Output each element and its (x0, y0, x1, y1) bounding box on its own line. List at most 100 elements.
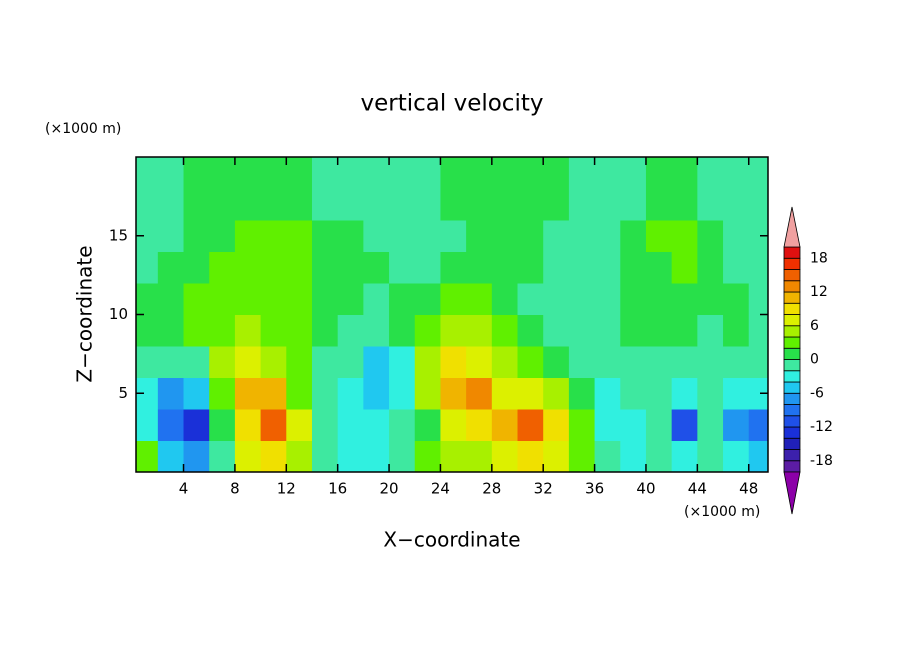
contour-cell (543, 251, 570, 284)
colorbar-box (783, 404, 801, 417)
contour-cell (363, 346, 390, 378)
y-tick-label: 5 (118, 384, 128, 402)
contour-cell (286, 251, 313, 284)
contour-cell (209, 157, 236, 189)
contour-cell (337, 440, 364, 472)
contour-cell (748, 157, 768, 189)
x-tick-label: 28 (482, 480, 501, 498)
contour-cell (440, 314, 467, 347)
contour-cell (723, 346, 750, 378)
contour-cell (414, 251, 441, 284)
contour-cell (260, 220, 287, 252)
contour-cell (748, 346, 768, 378)
contour-cell (568, 409, 596, 441)
colorbar-box (783, 426, 801, 439)
contour-cell (723, 409, 750, 441)
contour-cell (234, 251, 262, 284)
contour-cell (671, 346, 698, 378)
colorbar-box (783, 302, 801, 315)
contour-cell (491, 283, 519, 315)
contour-cell (697, 377, 724, 410)
contour-cell (645, 346, 673, 378)
contour-cell (645, 377, 673, 410)
x-tick-label: 24 (431, 480, 450, 498)
contour-cell (209, 251, 236, 284)
contour-cell (363, 220, 390, 252)
contour-cell (543, 440, 570, 472)
colorbar-box (783, 392, 801, 405)
contour-field (136, 157, 768, 472)
contour-cell (671, 377, 698, 410)
contour-cell (209, 220, 236, 252)
contour-cell (697, 409, 724, 441)
contour-cell (389, 157, 416, 189)
contour-cell (260, 251, 287, 284)
contour-cell (183, 377, 210, 410)
contour-cell (671, 314, 698, 347)
contour-cell (671, 157, 698, 189)
contour-cell (157, 251, 185, 284)
contour-cell (311, 251, 339, 284)
contour-cell (286, 314, 313, 347)
contour-cell (209, 283, 236, 315)
contour-cell (363, 283, 390, 315)
contour-cell (620, 377, 647, 410)
contour-cell (311, 377, 339, 410)
colorbar-label: 18 (810, 250, 828, 266)
contour-cell (234, 440, 262, 472)
contour-cell (440, 440, 467, 472)
contour-cell (286, 283, 313, 315)
contour-cell (517, 346, 544, 378)
contour-cell (209, 314, 236, 347)
contour-cell (260, 440, 287, 472)
contour-cell (440, 283, 467, 315)
colorbar-label: -18 (810, 453, 833, 469)
contour-cell (157, 157, 185, 189)
contour-cell (414, 220, 441, 252)
contour-cell (363, 440, 390, 472)
contour-cell (723, 377, 750, 410)
contour-cell (491, 188, 519, 221)
contour-cell (543, 314, 570, 347)
contour-cell (440, 409, 467, 441)
contour-cell (723, 314, 750, 347)
contour-cell (491, 157, 519, 189)
x-axis-label: X−coordinate (383, 528, 520, 552)
contour-cell (594, 440, 621, 472)
contour-cell (337, 188, 364, 221)
contour-cell (517, 377, 544, 410)
contour-cell (466, 220, 493, 252)
contour-cell (748, 220, 768, 252)
contour-cell (286, 220, 313, 252)
contour-cell (748, 283, 768, 315)
contour-cell (671, 251, 698, 284)
contour-cell (697, 440, 724, 472)
contour-cell (748, 409, 768, 441)
contour-cell (414, 409, 441, 441)
x-tick-label: 40 (636, 480, 655, 498)
colorbar-box (783, 347, 801, 360)
contour-cell (466, 251, 493, 284)
contour-cell (440, 157, 467, 189)
contour-cell (568, 346, 596, 378)
x-tick-label: 12 (277, 480, 296, 498)
colorbar-box (783, 257, 801, 270)
contour-cell (337, 346, 364, 378)
contour-cell (286, 346, 313, 378)
contour-cell (337, 409, 364, 441)
contour-cell (389, 314, 416, 347)
contour-cell (491, 220, 519, 252)
contour-cell (645, 251, 673, 284)
contour-cell (136, 377, 159, 410)
contour-cell (260, 314, 287, 347)
contour-cell (260, 283, 287, 315)
contour-cell (311, 346, 339, 378)
contour-cell (517, 314, 544, 347)
contour-cell (286, 377, 313, 410)
x-tick-label: 36 (585, 480, 604, 498)
contour-cell (466, 377, 493, 410)
contour-cell (671, 188, 698, 221)
contour-cell (517, 157, 544, 189)
contour-cell (234, 283, 262, 315)
colorbar-label: -6 (810, 385, 824, 401)
